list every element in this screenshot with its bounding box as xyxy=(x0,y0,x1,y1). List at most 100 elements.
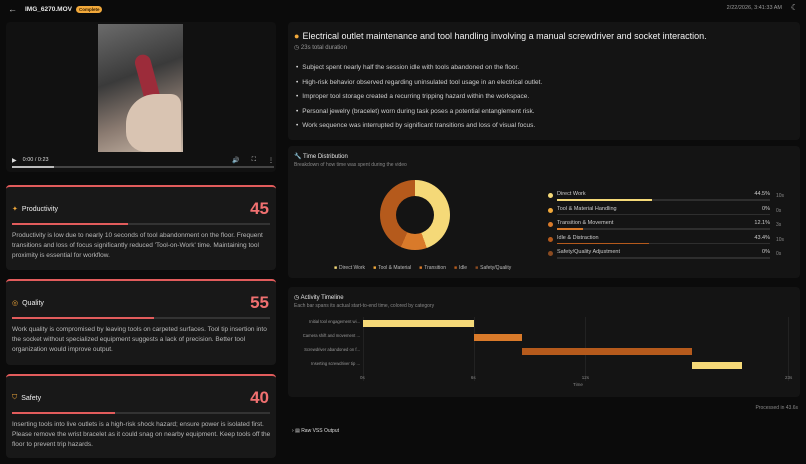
timeline-row-label: Initial tool engagement wi... xyxy=(309,319,360,324)
timeline-tick: 0s xyxy=(360,375,365,380)
donut-legend: Direct Work Tool & Material Transition I… xyxy=(334,265,511,271)
video-controls: ▶ 0:00 / 0:23 🔊 ⛶ ⋮ xyxy=(6,157,276,172)
time-row-bar xyxy=(557,242,770,244)
timeline-xlabel: Time xyxy=(573,382,583,387)
time-row-percent: 0% xyxy=(762,249,770,255)
play-icon[interactable]: ▶ xyxy=(12,157,17,164)
time-row-label: Safety/Quality Adjustment xyxy=(557,249,620,255)
productivity-card: ✦ Productivity 45 Productivity is low due… xyxy=(6,185,276,270)
summary-bullets: Subject spent nearly half the session id… xyxy=(296,64,542,137)
timeline-bar[interactable] xyxy=(363,320,474,327)
more-options-icon[interactable]: ⋮ xyxy=(268,157,274,164)
time-row-label: Idle & Distraction xyxy=(557,234,599,241)
timeline-gridline xyxy=(788,317,789,381)
category-dot-icon xyxy=(548,207,553,213)
summary-title: ● Electrical outlet maintenance and tool … xyxy=(294,31,707,41)
safety-card: ⛉ Safety 40 Inserting tools into live out… xyxy=(6,374,276,458)
category-dot-icon xyxy=(548,193,553,198)
clock-icon: ◷ xyxy=(294,295,300,301)
list-item: High-risk behavior observed regarding un… xyxy=(296,79,542,94)
list-item: Work sequence was interrupted by signifi… xyxy=(296,122,542,137)
video-frame xyxy=(98,24,183,152)
list-item: Personal jewelry (bracelet) worn during … xyxy=(296,108,542,123)
donut-hole xyxy=(396,196,434,234)
quality-label: Quality xyxy=(22,299,44,307)
safety-label: Safety xyxy=(21,394,42,402)
quality-card: ◎ Quality 55 Work quality is compromised … xyxy=(6,279,276,365)
target-icon: ◎ xyxy=(12,300,19,307)
video-player[interactable]: ▶ 0:00 / 0:23 🔊 ⛶ ⋮ xyxy=(6,22,276,172)
legend-transition: Transition xyxy=(419,265,446,271)
volume-icon[interactable]: 🔊 xyxy=(232,157,240,164)
time-row: Tool & Material Handling 0% 0s xyxy=(548,206,792,220)
timeline-row-label: Camera shift and movement ... xyxy=(302,333,360,338)
timeline-bar[interactable] xyxy=(521,348,692,355)
category-dot-icon xyxy=(548,236,553,242)
time-row-label: Tool & Material Handling xyxy=(557,205,617,212)
time-row-percent: 44.5% xyxy=(754,191,770,197)
safety-description: Inserting tools into live outlets is a h… xyxy=(12,421,271,448)
timeline-tick: 12s xyxy=(581,375,589,380)
summary-card: ● Electrical outlet maintenance and tool … xyxy=(288,22,800,140)
document-icon: ▤ xyxy=(295,428,300,434)
time-row-bar xyxy=(557,199,770,201)
timeline-bar[interactable] xyxy=(473,334,522,341)
raw-output-toggle[interactable]: › ▤ Raw VSS Output xyxy=(292,428,339,434)
legend-tool-material: Tool & Material xyxy=(373,265,411,271)
wrench-icon: 🔧 xyxy=(294,154,302,160)
time-distribution-panel: 🔧 Time Distribution Breakdown of how tim… xyxy=(288,146,800,278)
time-row-seconds: 0s xyxy=(776,251,782,257)
time-row-seconds: 0s xyxy=(776,207,782,214)
sparkle-icon: ✦ xyxy=(12,206,18,213)
time-row-percent: 43.4% xyxy=(754,234,770,241)
moon-icon[interactable]: ☾ xyxy=(790,3,798,12)
productivity-score: 45 xyxy=(250,199,269,218)
timeline-row-label: Inserting screwdriver tip ... xyxy=(311,361,360,366)
timeline-tick: 6s xyxy=(470,375,476,380)
timeline-tick: 23s xyxy=(785,375,793,380)
quality-description: Work quality is compromised by leaving t… xyxy=(12,326,267,353)
processed-time: Processed in 43.6s xyxy=(755,405,798,411)
list-item: Improper tool storage created a recurrin… xyxy=(296,93,542,108)
orange-dot-icon: ● xyxy=(294,31,300,41)
timeline-gridline xyxy=(473,317,475,381)
productivity-bar xyxy=(12,223,270,225)
timeline-row-label: Screwdriver abandoned on f... xyxy=(304,347,360,352)
time-row-bar xyxy=(557,213,770,215)
time-row-label: Direct Work xyxy=(557,191,586,197)
time-row-bar xyxy=(557,228,770,230)
legend-idle: Idle xyxy=(454,265,467,271)
time-row-percent: 12.1% xyxy=(754,220,770,226)
chevron-right-icon: › xyxy=(292,428,294,434)
time-row: Idle & Distraction 43.4% 10s xyxy=(548,235,792,249)
time-row: Direct Work 44.5% 10s xyxy=(548,191,792,205)
video-progress-bar[interactable] xyxy=(12,166,274,168)
timeline-bar[interactable] xyxy=(691,362,742,369)
legend-direct-work: Direct Work xyxy=(334,265,365,271)
time-distribution-subtitle: Breakdown of how time was spent during t… xyxy=(294,162,407,168)
time-row-seconds: 10s xyxy=(776,236,785,243)
duration: ◷ 23s total duration xyxy=(294,45,347,51)
timeline-gridline xyxy=(363,317,364,381)
fullscreen-icon[interactable]: ⛶ xyxy=(251,156,256,163)
time-row-bar xyxy=(557,257,770,259)
hand-image xyxy=(126,94,181,152)
video-time: 0:00 / 0:23 xyxy=(22,157,49,163)
list-item: Subject spent nearly half the session id… xyxy=(296,64,542,79)
time-row-percent: 0% xyxy=(762,205,770,212)
activity-timeline-panel: ◷ Activity Timeline Each bar spans its a… xyxy=(288,287,800,397)
timeline-subtitle: Each bar spans its actual start-to-end t… xyxy=(294,303,435,309)
category-dot-icon xyxy=(548,222,553,227)
time-row-label: Transition & Movement xyxy=(557,220,614,226)
shield-icon: ⛉ xyxy=(12,394,18,401)
legend-safety-quality: Safety/Quality xyxy=(475,265,511,271)
productivity-label: Productivity xyxy=(21,205,59,213)
status-badge: Complete xyxy=(75,5,103,13)
safety-score: 40 xyxy=(250,388,269,407)
time-row-seconds: 10s xyxy=(776,193,785,199)
back-arrow-icon[interactable]: ← xyxy=(8,4,17,14)
quality-score: 55 xyxy=(250,293,269,312)
productivity-description: Productivity is low due to nearly 10 sec… xyxy=(12,232,263,259)
top-bar: ← IMG_6270.MOV Complete 2/22/2026, 3:41:… xyxy=(0,0,806,18)
safety-bar xyxy=(12,412,270,414)
